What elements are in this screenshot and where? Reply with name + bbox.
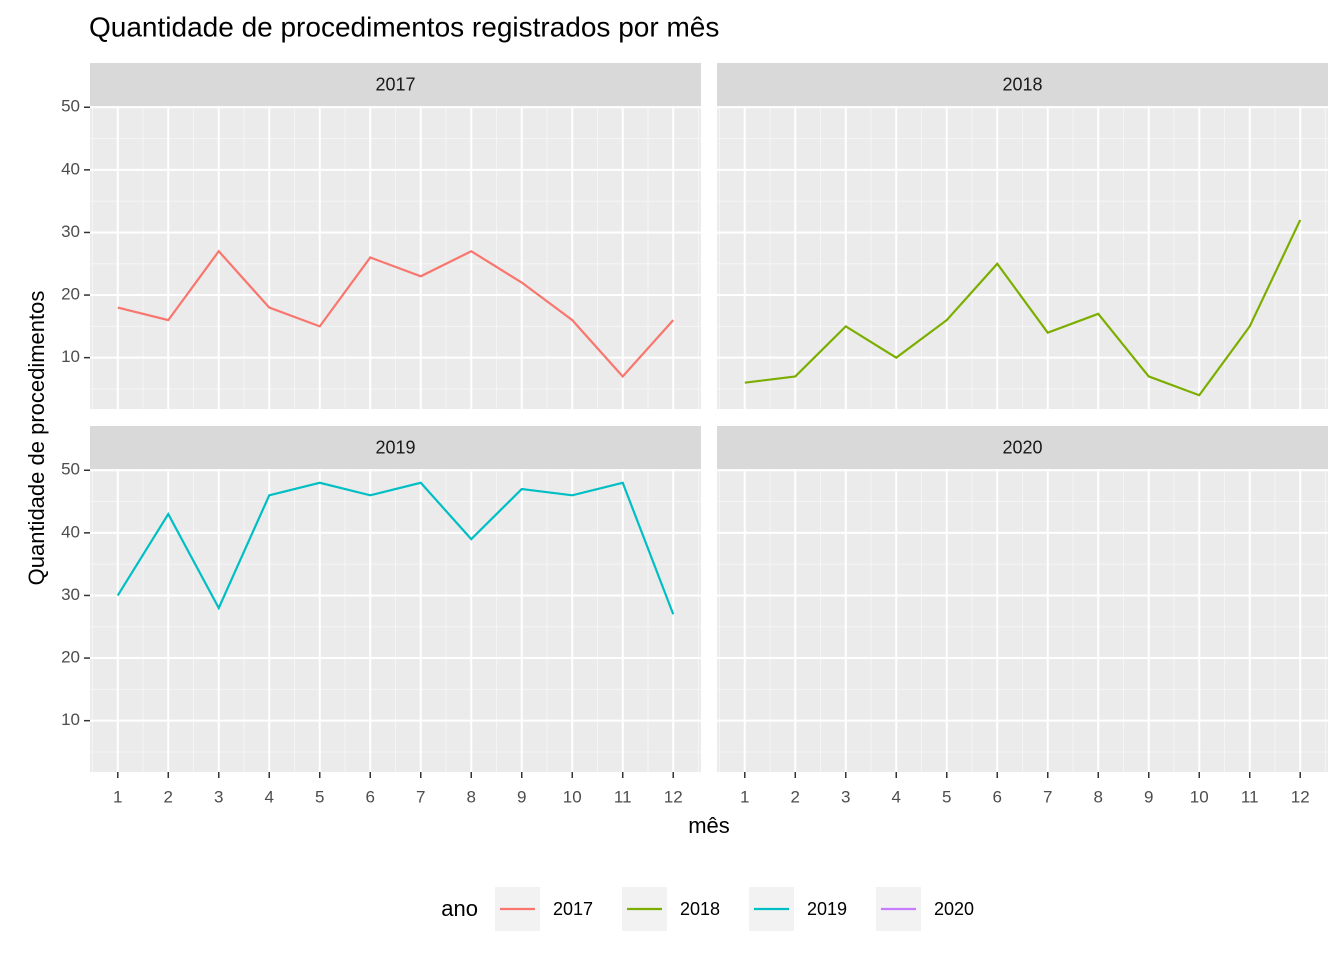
- strip: [717, 426, 1328, 469]
- y-tick-label: 30: [61, 585, 80, 604]
- x-tick-label: 12: [1291, 787, 1310, 806]
- x-tick-label: 3: [841, 787, 850, 806]
- x-tick-label: 4: [892, 787, 901, 806]
- y-tick-label: 40: [61, 159, 80, 178]
- x-tick-label: 8: [1094, 787, 1103, 806]
- x-tick-label: 6: [993, 787, 1002, 806]
- legend-label: 2017: [553, 899, 593, 919]
- x-tick-label: 9: [517, 787, 526, 806]
- strip: [717, 63, 1328, 106]
- x-tick-label: 1: [740, 787, 749, 806]
- strip-label: 2017: [375, 74, 415, 94]
- legend-title: ano: [441, 896, 478, 921]
- y-tick-label: 20: [61, 648, 80, 667]
- x-tick-label: 10: [1190, 787, 1209, 806]
- y-tick-label: 50: [61, 97, 80, 116]
- y-tick-label: 40: [61, 522, 80, 541]
- x-tick-label: 2: [164, 787, 173, 806]
- x-tick-label: 7: [1043, 787, 1052, 806]
- x-tick-label: 6: [366, 787, 375, 806]
- x-tick-label: 10: [563, 787, 582, 806]
- x-tick-label: 11: [614, 787, 632, 806]
- series-line: [116, 481, 675, 615]
- y-tick-label: 20: [61, 285, 80, 304]
- legend-label: 2020: [934, 899, 974, 919]
- x-tick-label: 12: [664, 787, 683, 806]
- series-line: [744, 219, 1302, 397]
- strip-label: 2018: [1002, 74, 1042, 94]
- strip-label: 2019: [375, 437, 415, 457]
- y-tick-label: 10: [61, 710, 80, 729]
- y-tick-label: 30: [61, 222, 80, 241]
- strip: [90, 63, 701, 106]
- x-tick-label: 11: [1241, 787, 1259, 806]
- x-tick-label: 5: [942, 787, 951, 806]
- y-axis-title: Quantidade de procedimentos: [24, 291, 49, 586]
- chart-title: Quantidade de procedimentos registrados …: [89, 11, 719, 42]
- x-tick-label: 7: [416, 787, 425, 806]
- y-tick-label: 10: [61, 347, 80, 366]
- x-tick-label: 5: [315, 787, 324, 806]
- x-tick-label: 4: [265, 787, 274, 806]
- legend-label: 2019: [807, 899, 847, 919]
- x-tick-label: 3: [214, 787, 223, 806]
- legend-label: 2018: [680, 899, 720, 919]
- x-tick-label: 1: [113, 787, 122, 806]
- x-tick-label: 8: [467, 787, 476, 806]
- y-tick-label: 50: [61, 460, 80, 479]
- strip: [90, 426, 701, 469]
- x-axis-title: mês: [688, 813, 730, 838]
- strip-label: 2020: [1002, 437, 1042, 457]
- x-tick-label: 2: [791, 787, 800, 806]
- series-line: [117, 249, 675, 379]
- x-tick-label: 9: [1144, 787, 1153, 806]
